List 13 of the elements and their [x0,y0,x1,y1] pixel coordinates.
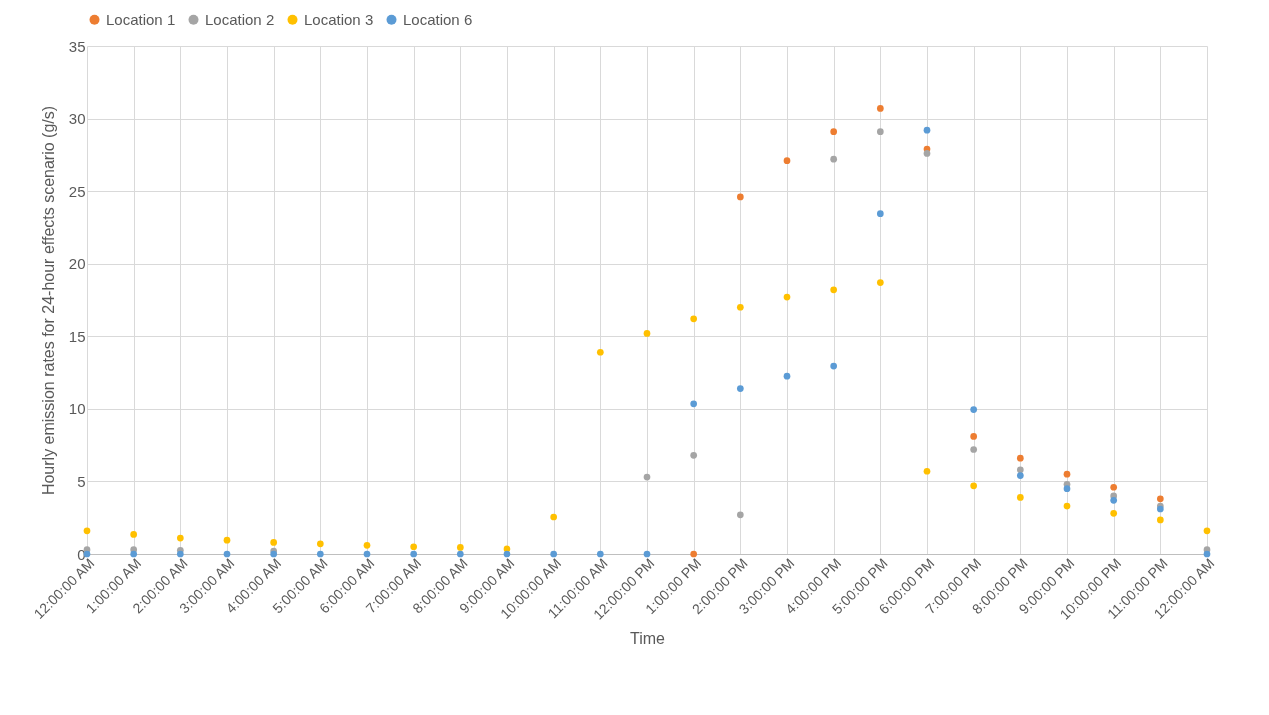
y-tick-label: 5 [77,472,86,490]
y-tick-label: 25 [68,182,86,200]
legend-label: Location 6 [403,10,473,28]
y-tick-label: 30 [68,110,86,128]
y-tick-label: 15 [68,327,86,345]
legend-label: Location 3 [304,10,374,28]
x-axis-title: Time [630,629,666,647]
legend-label: Location 1 [106,10,176,28]
y-tick-label: 20 [68,255,86,273]
y-tick-label: 35 [68,37,86,55]
legend-label: Location 2 [205,10,275,28]
y-axis-title: Hourly emission rates for 24-hour effects scenario (g/s) [39,105,57,496]
y-tick-label: 10 [68,400,86,418]
